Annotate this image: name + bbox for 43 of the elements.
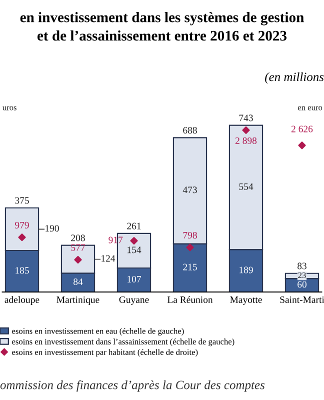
point — [298, 142, 306, 150]
x-tick-label: Saint-Marti — [280, 296, 324, 304]
data-label: 84 — [74, 278, 83, 286]
data-label: 190 — [46, 225, 59, 232]
total-label: 688 — [183, 126, 197, 134]
text: ommission des finances d’après la Cour des comptes — [0, 380, 265, 392]
chart-subtitle: (en millions — [265, 72, 324, 84]
data-label: 154 — [128, 246, 142, 254]
x-tick-label: adeloupe — [4, 296, 40, 305]
legend-label: esoins en investissement dans l’assainissement (échelle de gauche) — [12, 338, 234, 346]
data-label: 798 — [183, 232, 197, 239]
point — [18, 234, 26, 242]
data-label: 107 — [128, 276, 142, 282]
legend-label: esoins en investissement en eau (échelle de gauche) — [12, 328, 184, 336]
point — [186, 244, 194, 252]
point — [130, 237, 138, 245]
data-label: 23 — [298, 272, 306, 278]
data-label: 189 — [240, 266, 253, 274]
data-label: 577 — [71, 244, 86, 251]
data-label: 2 626 — [291, 126, 313, 132]
data-label: 2 898 — [235, 137, 257, 144]
chart-title: en investissement dans les systèmes de gestion et de l’assainissement entre 2016 et 2023 — [20, 12, 304, 41]
x-tick-label: Mayotte — [230, 296, 262, 305]
total-label: 261 — [127, 222, 141, 230]
point — [242, 126, 250, 134]
total-label: 83 — [298, 262, 306, 270]
point — [74, 256, 82, 264]
data-label: 60 — [298, 281, 306, 288]
total-label: 375 — [15, 197, 29, 204]
total-label: 743 — [239, 114, 253, 122]
data-label: 185 — [16, 267, 29, 274]
x-tick-label: Guyane — [119, 296, 149, 305]
data-label: 554 — [239, 183, 254, 190]
x-tick-label: La Réunion — [167, 296, 213, 304]
y-axis-title: uros — [2, 106, 16, 110]
y2-axis-title: en euro — [298, 106, 322, 110]
total-label: 208 — [71, 234, 85, 242]
data-label: 979 — [15, 222, 29, 228]
data-label: 215 — [183, 264, 197, 270]
x-tick-label: Martinique — [56, 296, 100, 305]
data-label: 124 — [102, 255, 116, 262]
legend-label: esoins en investissement par habitant (échelle de droite) — [12, 349, 198, 357]
data-label: 473 — [182, 186, 197, 194]
